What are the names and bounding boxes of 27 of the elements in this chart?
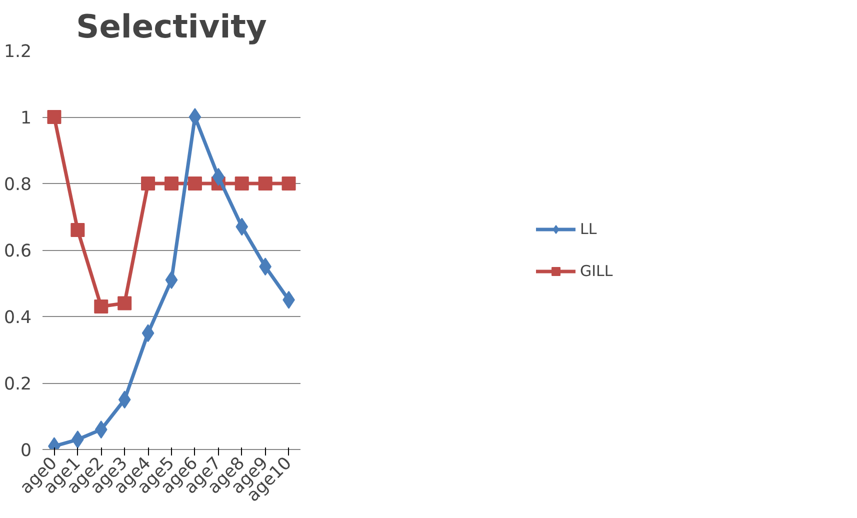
point <box>236 218 248 236</box>
point <box>118 296 132 310</box>
legend-label: GILL <box>580 262 614 280</box>
point <box>142 324 154 342</box>
point <box>141 176 156 190</box>
y-tick-label: 0.6 <box>4 242 32 262</box>
y-tick-label: 0.8 <box>4 175 32 195</box>
point <box>188 108 202 126</box>
chart-title: Selectivity <box>76 8 267 46</box>
y-tick-label: 0 <box>20 441 32 461</box>
point <box>282 176 296 190</box>
point <box>188 176 202 190</box>
point <box>47 110 62 124</box>
y-tick-label: 1 <box>20 108 32 128</box>
point <box>234 176 249 190</box>
point <box>165 270 178 289</box>
y-tick-label: 0.2 <box>4 374 32 394</box>
legend-label: LL <box>580 220 598 238</box>
point <box>212 168 225 186</box>
point <box>258 176 272 190</box>
point <box>94 300 108 314</box>
point <box>70 223 85 238</box>
y-tick-label: 0.4 <box>4 308 32 328</box>
point <box>118 390 131 409</box>
y-tick-label: 1.2 <box>4 42 32 62</box>
point <box>94 420 108 439</box>
point <box>164 176 178 190</box>
